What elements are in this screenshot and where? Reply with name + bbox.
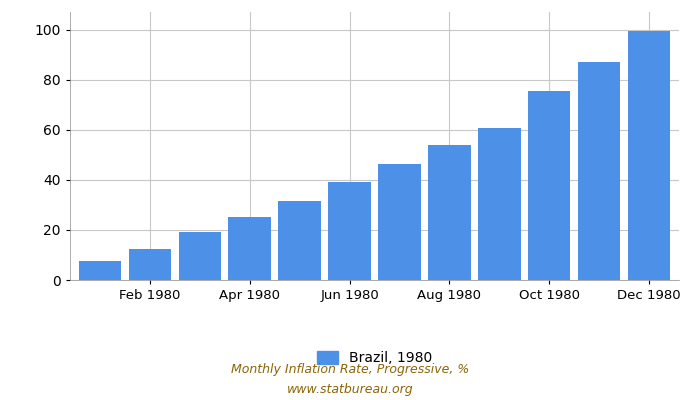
Legend: Brazil, 1980: Brazil, 1980 (312, 346, 438, 371)
Bar (129, 249, 171, 280)
Bar (478, 128, 521, 280)
Bar (228, 217, 271, 280)
Text: www.statbureau.org: www.statbureau.org (287, 384, 413, 396)
Bar (378, 164, 421, 280)
Bar (528, 91, 570, 280)
Bar (279, 201, 321, 280)
Bar (428, 145, 470, 280)
Bar (328, 182, 371, 280)
Bar (578, 62, 620, 280)
Bar (178, 232, 221, 280)
Bar (78, 261, 121, 280)
Bar (628, 31, 671, 280)
Text: Monthly Inflation Rate, Progressive, %: Monthly Inflation Rate, Progressive, % (231, 364, 469, 376)
